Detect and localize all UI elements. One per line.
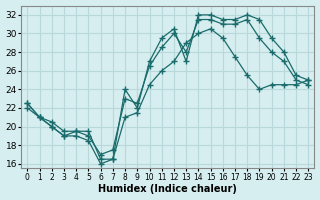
X-axis label: Humidex (Indice chaleur): Humidex (Indice chaleur) (98, 184, 237, 194)
